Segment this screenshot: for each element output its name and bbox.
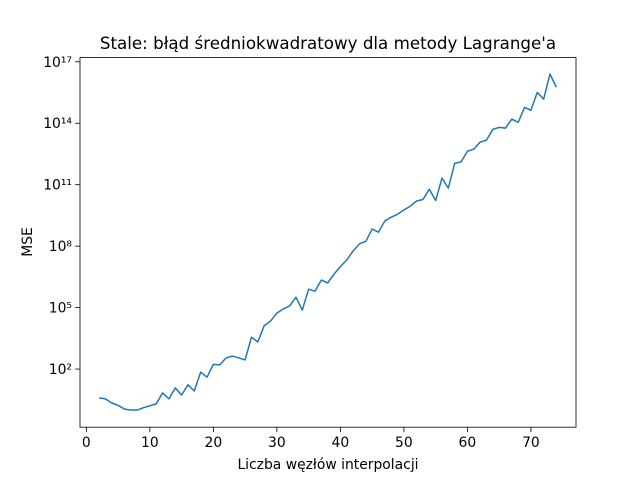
x-tick-label: 10 [141,435,159,451]
x-tick-label: 30 [268,435,286,451]
data-line [98,73,557,411]
y-tick-label: 10¹⁴ [43,116,72,132]
x-tick-label: 20 [205,435,223,451]
y-tick-label: 10⁵ [49,301,72,317]
x-tick-label: 40 [332,435,350,451]
y-tick-label: 10¹¹ [43,178,72,194]
x-tick-label: 50 [395,435,413,451]
x-tick-label: 60 [459,435,477,451]
y-axis-label: MSE [20,227,36,257]
plot-frame [79,57,577,428]
x-axis-label: Liczba węzłów interpolacji [237,457,418,473]
x-tick-label: 70 [522,435,540,451]
y-tick-label: 10¹⁷ [43,55,72,71]
y-tick-label: 10⁸ [49,239,73,255]
chart-title: Stale: błąd średniokwadratowy dla metody… [100,33,556,53]
x-tick-label: 0 [82,435,91,451]
y-tick-label: 10² [49,362,72,378]
